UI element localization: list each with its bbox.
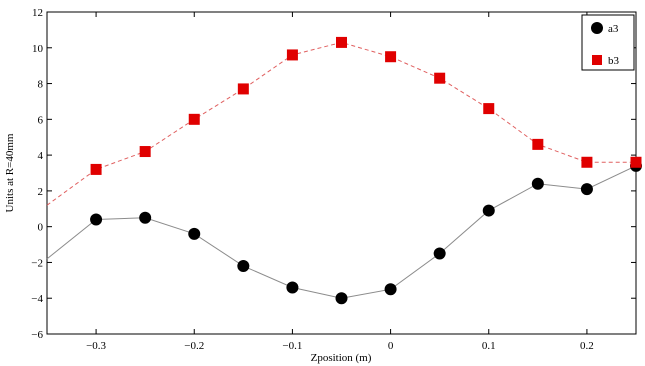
- data-point-a3: [237, 260, 250, 273]
- plot-area-frame: [46, 11, 637, 335]
- legend-box: [581, 14, 635, 71]
- data-point-a3: [90, 213, 103, 226]
- y-tick-label: −2: [31, 257, 43, 269]
- data-point-b3: [237, 83, 249, 95]
- x-tick-label: −0.1: [282, 340, 302, 352]
- y-axis-title: Units at R=40mm: [4, 133, 16, 212]
- data-point-a3: [531, 177, 544, 190]
- data-point-a3: [139, 211, 152, 224]
- data-point-b3: [90, 163, 102, 175]
- x-tick-label: −0.2: [184, 340, 204, 352]
- x-tick-label: −0.3: [86, 340, 106, 352]
- y-tick-label: 0: [38, 222, 44, 234]
- y-tick-label: 6: [38, 114, 44, 126]
- legend: a3 b3: [581, 14, 635, 71]
- data-point-a3: [482, 204, 495, 217]
- data-point-b3: [532, 138, 544, 150]
- data-point-a3: [286, 281, 299, 294]
- y-tick-label: 12: [32, 7, 43, 19]
- legend-label-b3: b3: [608, 55, 620, 67]
- data-point-b3: [139, 146, 151, 158]
- y-tick-label: 10: [32, 43, 44, 55]
- x-tick-label: 0.1: [482, 340, 496, 352]
- data-point-a3: [433, 247, 446, 260]
- data-point-b3: [336, 36, 347, 48]
- data-point-b3: [630, 156, 642, 168]
- data-point-a3: [580, 183, 593, 196]
- legend-label-a3: a3: [608, 23, 619, 35]
- data-point-b3: [188, 113, 200, 125]
- data-point-b3: [286, 49, 298, 61]
- y-tick-label: 4: [38, 150, 44, 162]
- ticks-layer: −0.3 −0.2 −0.1 0 0.1 0.2 −6 −4 −2 0 2 4 6 8 10 12: [31, 7, 636, 352]
- y-tick-label: −6: [31, 329, 43, 341]
- y-tick-label: 8: [38, 79, 44, 91]
- data-point-a3: [335, 292, 348, 305]
- legend-marker-a3: [591, 22, 603, 34]
- x-axis-title: Zposition (m): [311, 352, 372, 364]
- data-point-b3: [385, 51, 397, 63]
- y-tick-label: −4: [31, 293, 43, 305]
- y-tick-label: 2: [38, 186, 44, 198]
- data-point-a3: [188, 227, 201, 240]
- data-point-a3: [384, 283, 397, 296]
- legend-marker-b3: [592, 55, 602, 65]
- data-point-b3: [434, 72, 446, 84]
- x-tick-label: 0.2: [580, 340, 594, 352]
- data-point-b3: [483, 103, 495, 115]
- x-tick-label: 0: [388, 340, 394, 352]
- data-point-b3: [581, 156, 593, 168]
- series-layer: [46, 36, 642, 305]
